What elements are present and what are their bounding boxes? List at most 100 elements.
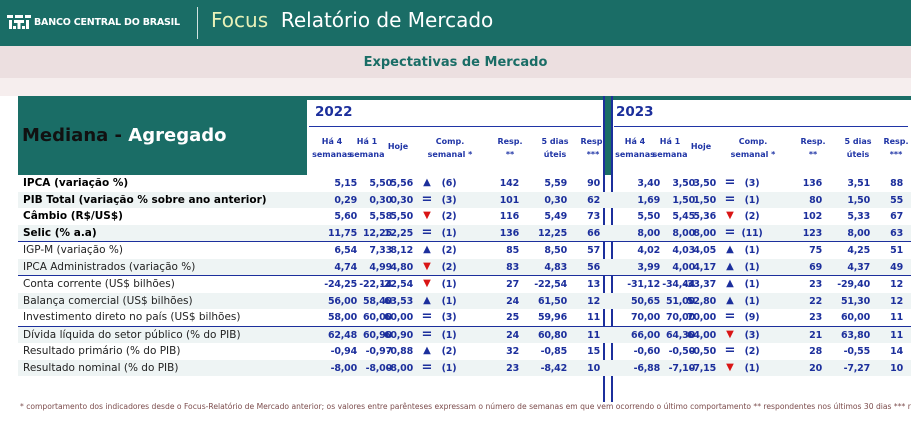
cell-resp5: 49 xyxy=(890,261,903,273)
cell-hoje: 5,50 xyxy=(390,211,413,222)
cell-ha4: -24,25 xyxy=(324,279,357,290)
cell-ha4: -6,88 xyxy=(633,362,661,374)
col-header-hoje-2023-line: Hoje xyxy=(690,142,712,151)
trend-equal-icon: = xyxy=(724,224,736,240)
cell-resp5: 12 xyxy=(587,295,600,307)
table-row: IPCA Administrados (variação %) 4,74 4,99 4… xyxy=(18,258,911,275)
title-rest: Relatório de Mercado xyxy=(280,8,494,32)
trend-up-icon: ▲ xyxy=(726,244,734,255)
col-header-resp-2022-line: ** xyxy=(505,150,515,159)
cell-weeks: (1) xyxy=(744,194,760,206)
cell-ha4: 56,00 xyxy=(327,295,357,307)
page-subtitle: Expectativas de Mercado xyxy=(363,55,548,70)
cell-resp5: 15 xyxy=(587,346,600,357)
cell-hoje: 1,50 xyxy=(693,194,716,206)
trend-down-icon: ▼ xyxy=(726,361,734,373)
cell-resp: 136 xyxy=(499,227,519,239)
cell-resp5: 67 xyxy=(890,211,903,222)
cell-resp: 21 xyxy=(809,329,822,341)
cell-ha4: 5,60 xyxy=(334,211,357,222)
cell-5dias: -0,85 xyxy=(540,346,568,357)
col-header-5dias-2023-line: 5 dias xyxy=(844,137,872,146)
cell-5dias: 60,00 xyxy=(840,312,870,323)
spacer-strip xyxy=(0,78,911,96)
trend-equal-icon: = xyxy=(724,175,736,190)
cell-hoje: 63,53 xyxy=(383,295,413,307)
row-group-divider xyxy=(18,241,911,242)
trend-equal-icon: = xyxy=(421,326,433,342)
cell-resp: 20 xyxy=(809,362,822,374)
col-header-ha4-2023-line: semanas xyxy=(615,150,655,159)
bcb-logo-icon xyxy=(7,15,31,29)
year-panel-2022 xyxy=(307,100,603,175)
cell-ha4: 0,29 xyxy=(334,194,357,206)
year-panel-2023 xyxy=(613,100,911,175)
cell-weeks: (1) xyxy=(744,261,760,273)
cell-ha1: 64,30 xyxy=(665,329,695,341)
cell-5dias: -29,40 xyxy=(837,279,870,290)
cell-weeks: (3) xyxy=(744,178,760,189)
row-label: Resultado nominal (% do PIB) xyxy=(23,361,179,374)
cell-ha1: 51,00 xyxy=(665,295,695,307)
cell-5dias: 5,33 xyxy=(847,211,870,222)
cell-5dias: 60,80 xyxy=(537,329,567,341)
cell-5dias: 4,37 xyxy=(847,261,870,273)
cell-hoje: 4,05 xyxy=(693,245,716,256)
year-rule-2023 xyxy=(614,126,908,127)
col-header-resp5-2023-line: Resp. xyxy=(883,137,909,146)
cell-resp: 136 xyxy=(802,178,822,189)
trend-equal-icon: = xyxy=(421,309,433,324)
cell-ha1: 4,03 xyxy=(672,245,695,256)
cell-ha1: 4,00 xyxy=(672,261,695,273)
col-header-resp-2022: Resp. ** xyxy=(480,135,540,161)
cell-weeks: (9) xyxy=(744,312,760,323)
cell-resp: 85 xyxy=(506,245,519,256)
cell-resp: 83 xyxy=(506,261,519,273)
cell-5dias: 3,51 xyxy=(847,178,870,189)
col-header-ha1-2022-line: Há 1 xyxy=(356,137,378,146)
cell-resp: 23 xyxy=(809,312,822,323)
bcb-logo[interactable]: BANCO CENTRAL DO BRASIL xyxy=(6,11,180,33)
row-label: Dívida líquida do setor público (% do PI… xyxy=(23,328,241,341)
cell-5dias: 8,00 xyxy=(847,227,870,239)
table-title-agregado: Agregado xyxy=(128,125,227,146)
year-rule-2022 xyxy=(309,126,601,127)
row-label: IGP-M (variação %) xyxy=(23,244,123,256)
cell-weeks: (1) xyxy=(744,245,760,256)
row-label: Balança comercial (US$ bilhões) xyxy=(23,294,193,307)
cell-weeks: (3) xyxy=(441,312,457,323)
table-title: Mediana - Agregado xyxy=(22,125,226,146)
cell-ha4: 3,40 xyxy=(637,178,660,189)
col-header-comp-2022: Comp. semanal * xyxy=(420,135,480,161)
cell-hoje: -0,50 xyxy=(689,346,717,357)
cell-ha4: -31,12 xyxy=(627,279,660,290)
cell-5dias: 63,80 xyxy=(840,329,870,341)
cell-ha1: 12,25 xyxy=(362,227,392,239)
cell-weeks: (3) xyxy=(744,329,760,341)
cell-weeks: (3) xyxy=(441,194,457,206)
cell-ha4: -0,60 xyxy=(633,346,661,357)
cell-hoje: 4,80 xyxy=(390,261,413,273)
cell-weeks: (2) xyxy=(441,245,457,256)
table-title-mediana: Mediana - xyxy=(22,125,129,146)
cell-weeks: (2) xyxy=(441,211,457,222)
row-group-divider xyxy=(18,275,911,276)
col-header-resp5-2023-line: *** xyxy=(889,150,903,159)
table-row: Dívida líquida do setor público (% do PI… xyxy=(18,326,911,343)
cell-weeks: (2) xyxy=(744,211,760,222)
year-divider-right xyxy=(611,96,613,402)
cell-ha1: 5,45 xyxy=(672,211,695,222)
cell-weeks: (1) xyxy=(441,295,457,307)
cell-hoje: 52,80 xyxy=(686,295,716,307)
year-label-2022: 2022 xyxy=(315,104,353,120)
cell-ha1: -8,00 xyxy=(365,362,393,374)
col-header-5dias-2023-line: úteis xyxy=(846,150,870,159)
trend-down-icon: ▼ xyxy=(726,328,734,340)
cell-ha4: 66,00 xyxy=(630,329,660,341)
page-title: Focus Relatório de Mercado xyxy=(211,8,493,32)
trend-up-icon: ▲ xyxy=(423,345,431,356)
cell-resp: 23 xyxy=(506,362,519,374)
cell-hoje: 5,56 xyxy=(390,178,413,189)
cell-resp5: 14 xyxy=(890,346,903,357)
trend-equal-icon: = xyxy=(724,191,736,207)
